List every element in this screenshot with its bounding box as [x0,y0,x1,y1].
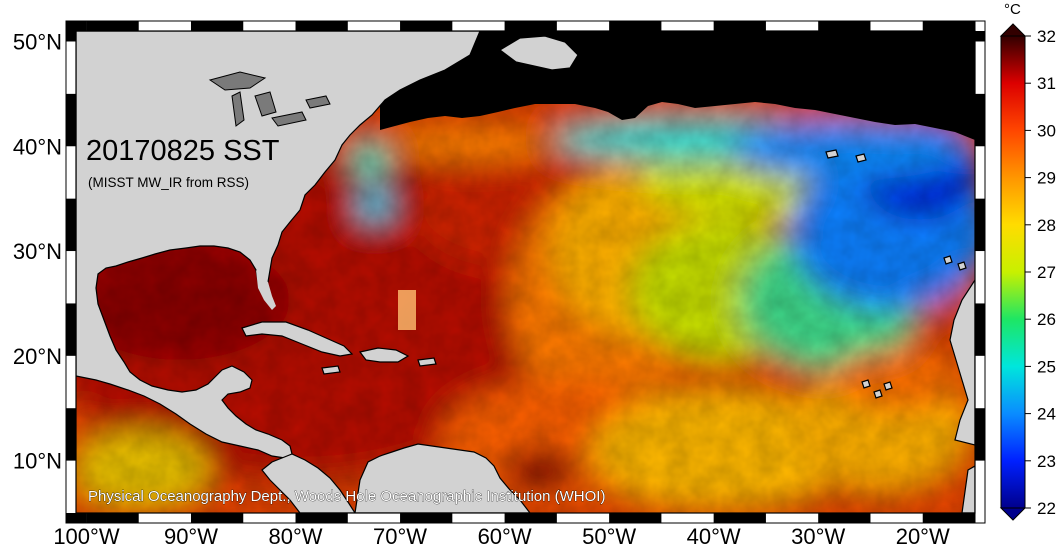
frame-segment [190,21,244,31]
lon-label: 40°W [687,524,741,546]
frame-segment [975,31,985,42]
florida [256,270,276,310]
credit-text: Physical Oceanography Dept., Woods Hole … [88,488,605,505]
great-lakes [208,71,331,127]
colorbar-ticks: 22 23 24 25 26 27 28 29 30 31 32 [1025,27,1056,518]
frame-segment [66,21,87,31]
frame-segment [609,513,662,523]
frame-segment [295,513,348,523]
lat-label: 40°N [13,134,62,159]
colorbar-tick-label: 28 [1037,216,1056,235]
frame-segment [66,93,76,147]
colorbar-tick-label: 30 [1037,121,1056,140]
frame-segment [975,303,985,356]
frame-segment [66,198,76,252]
frame-segment [66,303,76,356]
africa-south [961,465,975,513]
colorbar: °C 22 23 24 25 26 27 28 29 30 31 32 [999,1,1056,521]
colorbar-tick-label: 29 [1037,169,1056,188]
frame-segment [713,21,766,31]
frame-segment [922,21,975,31]
cuba [241,321,354,357]
colorbar-tick-label: 27 [1037,263,1056,282]
central-america-land [261,453,356,513]
cape-verde-islands [861,379,893,399]
lon-label: 20°W [896,524,950,546]
longitude-labels: 100°W 90°W 80°W 70°W 60°W 50°W 40°W 30°W 20°W [53,524,950,546]
landmasses [76,31,975,513]
azores [825,149,867,163]
frame-segment [66,31,76,42]
map-frame [65,20,986,524]
frame-segment [975,198,985,252]
frame-segment [818,513,871,523]
lat-label: 20°N [13,344,62,369]
frame-segment [190,513,244,523]
lat-label: 10°N [13,449,62,474]
colorbar-tick-label: 32 [1037,27,1056,46]
frame-segment [295,21,348,31]
frame-segment [975,408,985,461]
lon-label: 90°W [164,524,218,546]
colorbar-tick-label: 23 [1037,452,1056,471]
latitude-labels: 50°N 40°N 30°N 20°N 10°N [13,29,62,473]
canary-islands [943,255,967,271]
map-title: 20170825 SST [86,135,280,167]
hispaniola [358,347,410,363]
lon-label: 80°W [268,524,322,546]
frame-segment [86,513,139,523]
lat-label: 50°N [13,29,62,54]
frame-segment [504,21,557,31]
lon-label: 60°W [478,524,532,546]
puerto-rico [417,357,437,367]
africa-land [949,278,975,446]
colorbar-bottom-arrow [999,507,1027,521]
frame-segment [66,408,76,461]
colorbar-tick-label: 22 [1037,499,1056,518]
frame-segment [922,513,975,523]
south-america-land [354,443,531,513]
lat-label: 30°N [13,239,62,264]
frame-segment [609,21,662,31]
frame-segment [504,513,557,523]
lon-label: 100°W [53,524,120,546]
lon-label: 70°W [373,524,427,546]
colorbar-tick-label: 31 [1037,74,1056,93]
frame-segment [400,21,453,31]
frame-segment [400,513,453,523]
colorbar-unit: °C [1004,1,1021,18]
data-artifact [398,290,416,330]
lon-label: 50°W [582,524,636,546]
colorbar-top-arrow [999,23,1027,37]
map-subtitle: (MISST MW_IR from RSS) [88,175,249,190]
colorbar-tick-label: 26 [1037,310,1056,329]
newfoundland [498,35,579,71]
colorbar-tick-label: 24 [1037,405,1056,424]
frame-segment [86,21,139,31]
frame-segment [975,93,985,147]
frame-segment [713,513,766,523]
colorbar-tick-label: 25 [1037,357,1056,376]
north-america-land [76,31,481,459]
lon-label: 30°W [791,524,845,546]
frame-segment [818,21,871,31]
frame-segment [66,513,87,523]
jamaica [321,365,341,375]
map-panel [76,31,975,513]
colorbar-gradient [1000,35,1026,509]
